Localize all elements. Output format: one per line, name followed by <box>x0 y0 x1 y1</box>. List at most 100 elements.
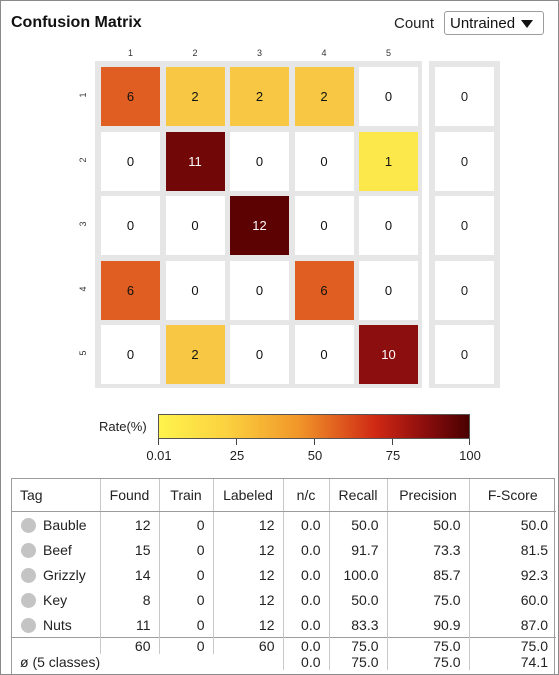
cell-recall: 50.0 <box>329 511 388 537</box>
count-mode-value: Untrained <box>450 15 516 32</box>
matrix-cell[interactable]: 11 <box>165 131 225 191</box>
tag-stats-table: Tag Found Train Labeled n/c Recall Preci… <box>11 478 556 674</box>
legend-tick-label: 25 <box>229 448 245 463</box>
cell-fscore: 50.0 <box>520 516 548 533</box>
table-row[interactable]: Grizzly 14 0 12 0.0 100.0 85.7 92.3 <box>12 562 556 587</box>
cell-train: 0 <box>159 511 214 537</box>
matrix-cell[interactable]: 0 <box>165 196 225 255</box>
col-header-nc[interactable]: n/c <box>283 479 330 512</box>
column-label: 4 <box>321 48 327 58</box>
cell-recall: 83.3 <box>329 612 388 638</box>
cell-labeled: 12 <box>213 537 284 562</box>
matrix-cell[interactable]: 0 <box>230 260 289 320</box>
cell-precision: 73.3 <box>387 537 470 562</box>
matrix-cell[interactable]: 6 <box>101 260 160 320</box>
cell-recall: 100.0 <box>329 562 388 587</box>
cell-nc: 0.0 <box>283 511 330 537</box>
legend-tick-label: 0.01 <box>146 448 172 463</box>
matrix-cell[interactable]: 1 <box>359 131 418 191</box>
matrix-cell[interactable]: 2 <box>165 325 225 384</box>
matrix-cell[interactable]: 0 <box>101 325 160 384</box>
tag-color-icon <box>21 617 36 633</box>
matrix-cell[interactable]: 0 <box>294 196 354 255</box>
average-precision: 75.0 <box>387 654 470 670</box>
tag-name: Beef <box>43 541 72 558</box>
matrix-cell[interactable]: 0 <box>230 325 289 384</box>
cell-fscore: 92.3 <box>520 566 548 583</box>
col-header-fscore[interactable]: F-Score <box>469 479 556 512</box>
legend-tick <box>236 439 237 445</box>
tag-name: Nuts <box>43 616 72 633</box>
matrix-cell[interactable]: 0 <box>101 196 160 255</box>
table-row[interactable]: Key 8 0 12 0.0 50.0 75.0 60.0 <box>12 587 556 612</box>
matrix-cell[interactable]: 0 <box>165 260 225 320</box>
matrix-cell[interactable]: 12 <box>230 196 289 255</box>
cell-fscore: 60.0 <box>520 591 548 608</box>
count-mode-select[interactable]: Untrained <box>444 11 544 35</box>
unassigned-cell[interactable]: 0 <box>435 196 494 255</box>
cell-precision: 50.0 <box>387 511 470 537</box>
matrix-cell[interactable]: 0 <box>294 131 354 191</box>
legend-tick-label: 100 <box>459 448 481 463</box>
matrix-cell[interactable]: 0 <box>101 131 160 191</box>
matrix-cell[interactable]: 6 <box>294 260 354 320</box>
unassigned-cell[interactable]: 0 <box>435 67 494 126</box>
tag-cell[interactable]: Nuts <box>12 612 101 638</box>
tag-cell[interactable]: Key <box>12 587 101 612</box>
table-row[interactable]: Nuts 11 0 12 0.0 83.3 90.9 87.0 <box>12 612 556 638</box>
tag-cell[interactable]: Grizzly <box>12 562 101 587</box>
legend-tick <box>392 439 393 445</box>
tag-cell[interactable]: Bauble <box>12 511 101 537</box>
col-header-recall[interactable]: Recall <box>329 479 388 512</box>
total-found: 60 <box>100 637 160 654</box>
tag-color-icon <box>21 542 36 558</box>
col-header-labeled[interactable]: Labeled <box>213 479 284 512</box>
cell-recall: 91.7 <box>329 537 388 562</box>
chevron-down-icon <box>521 20 533 28</box>
total-fscore: 75.0 <box>469 637 556 654</box>
cell-nc: 0.0 <box>283 587 330 612</box>
tag-cell[interactable]: Beef <box>12 537 101 562</box>
totals-row: 60 0 60 0.0 75.0 75.0 75.0 <box>12 637 556 654</box>
tag-name: Grizzly <box>43 566 86 583</box>
tag-color-icon <box>21 517 36 533</box>
matrix-cell[interactable]: 0 <box>294 325 354 384</box>
total-labeled: 60 <box>213 637 284 654</box>
table-row[interactable]: Beef 15 0 12 0.0 91.7 73.3 81.5 <box>12 537 556 562</box>
matrix-cell[interactable]: 0 <box>230 131 289 191</box>
matrix-cell[interactable]: 0 <box>359 260 418 320</box>
panel-title: Confusion Matrix <box>11 14 142 31</box>
total-train: 0 <box>159 637 214 654</box>
row-label: 2 <box>78 157 88 163</box>
legend-tick-label: 75 <box>385 448 401 463</box>
average-fscore: 74.1 <box>520 654 548 670</box>
cell-found: 14 <box>100 562 160 587</box>
cell-fscore: 87.0 <box>520 616 548 633</box>
unassigned-cell[interactable]: 0 <box>435 131 494 191</box>
unassigned-cell[interactable]: 0 <box>435 325 494 384</box>
matrix-cell[interactable]: 2 <box>165 67 225 126</box>
total-recall: 75.0 <box>329 637 388 654</box>
col-header-tag[interactable]: Tag <box>12 479 101 512</box>
matrix-cell[interactable]: 2 <box>294 67 354 126</box>
cell-train: 0 <box>159 537 214 562</box>
col-header-precision[interactable]: Precision <box>387 479 470 512</box>
average-recall: 75.0 <box>329 654 388 670</box>
cell-precision: 90.9 <box>387 612 470 638</box>
column-label: 2 <box>192 48 198 58</box>
col-header-found[interactable]: Found <box>100 479 160 512</box>
cell-train: 0 <box>159 562 214 587</box>
matrix-cell[interactable]: 0 <box>359 196 418 255</box>
legend-tick <box>314 439 315 445</box>
cell-labeled: 12 <box>213 587 284 612</box>
matrix-cell[interactable]: 6 <box>101 67 160 126</box>
matrix-cell[interactable]: 10 <box>359 325 418 384</box>
cell-labeled: 12 <box>213 612 284 638</box>
cell-nc: 0.0 <box>283 562 330 587</box>
matrix-cell[interactable]: 2 <box>230 67 289 126</box>
unassigned-cell[interactable]: 0 <box>435 260 494 320</box>
table-row[interactable]: Bauble 12 0 12 0.0 50.0 50.0 50.0 <box>12 511 556 537</box>
matrix-cell[interactable]: 0 <box>359 67 418 126</box>
col-header-train[interactable]: Train <box>159 479 214 512</box>
row-label: 3 <box>78 221 88 227</box>
